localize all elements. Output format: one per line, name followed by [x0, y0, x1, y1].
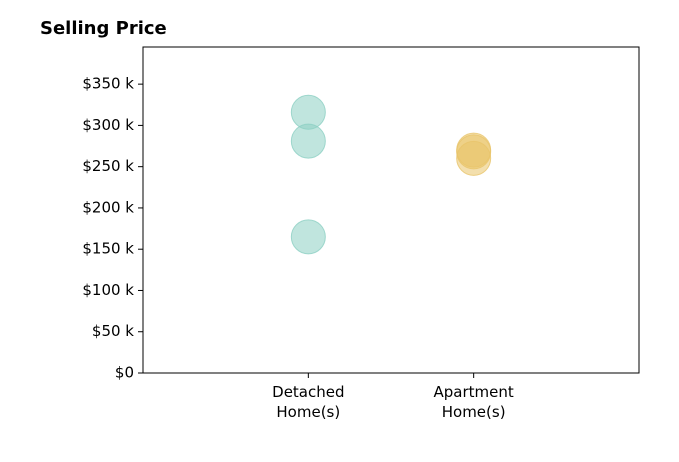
- x-tick-label: Apartment Home(s): [433, 383, 514, 421]
- x-tick-label: Detached Home(s): [272, 383, 345, 421]
- y-tick-label: $300 k: [82, 116, 134, 134]
- y-tick-label: $100 k: [82, 281, 134, 299]
- point: [290, 219, 326, 255]
- y-tick-label: $200 k: [82, 198, 134, 216]
- point: [456, 140, 492, 176]
- plot-frame: [142, 46, 640, 374]
- y-tick-label: $250 k: [82, 157, 134, 175]
- y-tick-label: $0: [115, 364, 134, 382]
- y-tick-label: $50 k: [92, 322, 134, 340]
- y-tick-label: $150 k: [82, 240, 134, 258]
- y-tick-label: $350 k: [82, 75, 134, 93]
- chart-title: Selling Price: [40, 18, 167, 39]
- point: [290, 123, 326, 159]
